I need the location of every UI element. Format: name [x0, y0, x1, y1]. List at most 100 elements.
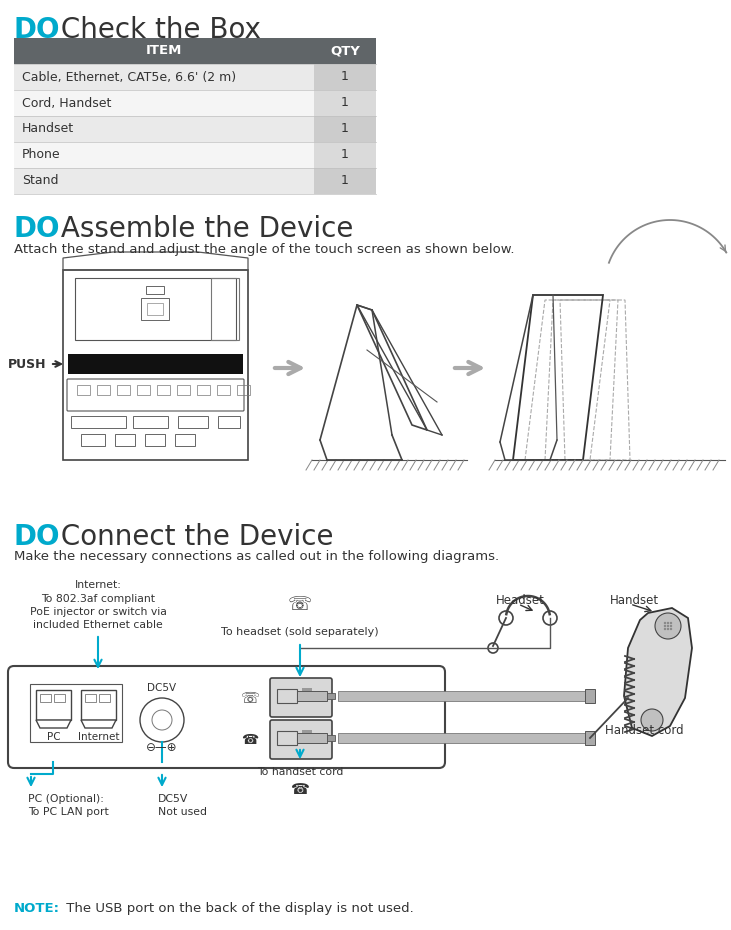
- Bar: [217, 385, 230, 395]
- FancyBboxPatch shape: [270, 720, 332, 759]
- Bar: [314, 64, 376, 90]
- Bar: [40, 694, 51, 702]
- Text: ⊖—⊕: ⊖—⊕: [146, 740, 178, 753]
- Circle shape: [641, 709, 663, 731]
- Bar: [68, 354, 243, 374]
- Bar: [145, 434, 165, 446]
- Text: Cable, Ethernet, CAT5e, 6.6' (2 m): Cable, Ethernet, CAT5e, 6.6' (2 m): [22, 71, 236, 84]
- Text: Handset cord: Handset cord: [605, 724, 683, 737]
- Text: Assemble the Device: Assemble the Device: [52, 215, 353, 243]
- Text: To headset (sold separately): To headset (sold separately): [221, 627, 379, 637]
- Bar: [30, 684, 122, 742]
- Bar: [85, 694, 96, 702]
- Bar: [157, 385, 170, 395]
- Circle shape: [655, 613, 681, 639]
- Bar: [314, 90, 376, 116]
- Bar: [297, 733, 327, 743]
- Bar: [218, 416, 240, 428]
- Circle shape: [667, 622, 669, 624]
- Circle shape: [667, 625, 669, 627]
- Circle shape: [664, 625, 666, 627]
- Bar: [327, 735, 335, 741]
- Text: Headset: Headset: [496, 593, 545, 606]
- Bar: [237, 385, 250, 395]
- Text: ITEM: ITEM: [145, 45, 182, 58]
- Text: DO: DO: [14, 523, 61, 551]
- Text: The USB port on the back of the display is not used.: The USB port on the back of the display …: [62, 901, 414, 914]
- Bar: [14, 142, 314, 168]
- Text: ☎: ☎: [241, 733, 259, 747]
- Text: Handset: Handset: [22, 123, 74, 136]
- Text: Check the Box: Check the Box: [52, 16, 261, 44]
- Bar: [314, 142, 376, 168]
- Text: Connect the Device: Connect the Device: [52, 523, 333, 551]
- Text: 1: 1: [341, 71, 349, 84]
- Circle shape: [670, 628, 673, 631]
- Bar: [211, 278, 239, 340]
- Bar: [585, 689, 595, 703]
- Bar: [338, 733, 585, 743]
- Bar: [137, 385, 150, 395]
- Bar: [338, 691, 585, 701]
- Bar: [14, 64, 314, 90]
- Text: PUSH: PUSH: [8, 357, 47, 370]
- Polygon shape: [81, 720, 116, 728]
- Text: PC (Optional):
To PC LAN port: PC (Optional): To PC LAN port: [28, 794, 109, 817]
- Bar: [81, 690, 116, 720]
- Bar: [297, 691, 327, 701]
- Circle shape: [664, 628, 666, 631]
- FancyBboxPatch shape: [270, 678, 332, 717]
- Circle shape: [152, 710, 172, 730]
- Bar: [81, 434, 105, 446]
- Bar: [117, 385, 130, 395]
- Text: Handset: Handset: [610, 593, 659, 606]
- Text: 1: 1: [341, 123, 349, 136]
- Polygon shape: [624, 608, 692, 736]
- Circle shape: [670, 625, 673, 627]
- Bar: [115, 434, 135, 446]
- Bar: [302, 688, 312, 691]
- Bar: [99, 694, 110, 702]
- Text: Internet: Internet: [77, 732, 119, 742]
- Bar: [177, 385, 190, 395]
- Bar: [327, 693, 335, 699]
- Text: Cord, Handset: Cord, Handset: [22, 97, 111, 110]
- Text: Stand: Stand: [22, 175, 58, 188]
- Bar: [314, 116, 376, 142]
- Circle shape: [140, 698, 184, 742]
- Bar: [302, 730, 312, 733]
- Bar: [178, 416, 208, 428]
- Bar: [63, 270, 248, 460]
- Circle shape: [664, 622, 666, 624]
- Bar: [314, 168, 376, 194]
- FancyBboxPatch shape: [8, 666, 445, 768]
- Bar: [14, 38, 376, 64]
- Circle shape: [488, 643, 498, 653]
- Text: DC5V
Not used: DC5V Not used: [158, 794, 207, 817]
- Text: DO: DO: [14, 16, 61, 44]
- Circle shape: [670, 622, 673, 624]
- Text: ☎: ☎: [290, 782, 309, 797]
- Circle shape: [499, 611, 513, 625]
- Text: ☏: ☏: [240, 690, 260, 706]
- Bar: [36, 690, 71, 720]
- Text: QTY: QTY: [330, 45, 360, 58]
- Text: Phone: Phone: [22, 149, 61, 162]
- Text: Internet:
To 802.3af compliant
PoE injector or switch via
included Ethernet cabl: Internet: To 802.3af compliant PoE injec…: [29, 580, 167, 630]
- Polygon shape: [36, 720, 71, 728]
- Text: 1: 1: [341, 149, 349, 162]
- Bar: [54, 694, 65, 702]
- Bar: [71, 416, 126, 428]
- Circle shape: [667, 628, 669, 631]
- Bar: [147, 303, 163, 315]
- Bar: [585, 731, 595, 745]
- Bar: [175, 434, 195, 446]
- Bar: [14, 116, 314, 142]
- Bar: [197, 385, 210, 395]
- Bar: [277, 731, 297, 745]
- Bar: [277, 689, 297, 703]
- Bar: [141, 298, 169, 320]
- Text: To handset cord: To handset cord: [257, 767, 343, 777]
- Text: Attach the stand and adjust the angle of the touch screen as shown below.: Attach the stand and adjust the angle of…: [14, 243, 515, 256]
- Circle shape: [543, 611, 557, 625]
